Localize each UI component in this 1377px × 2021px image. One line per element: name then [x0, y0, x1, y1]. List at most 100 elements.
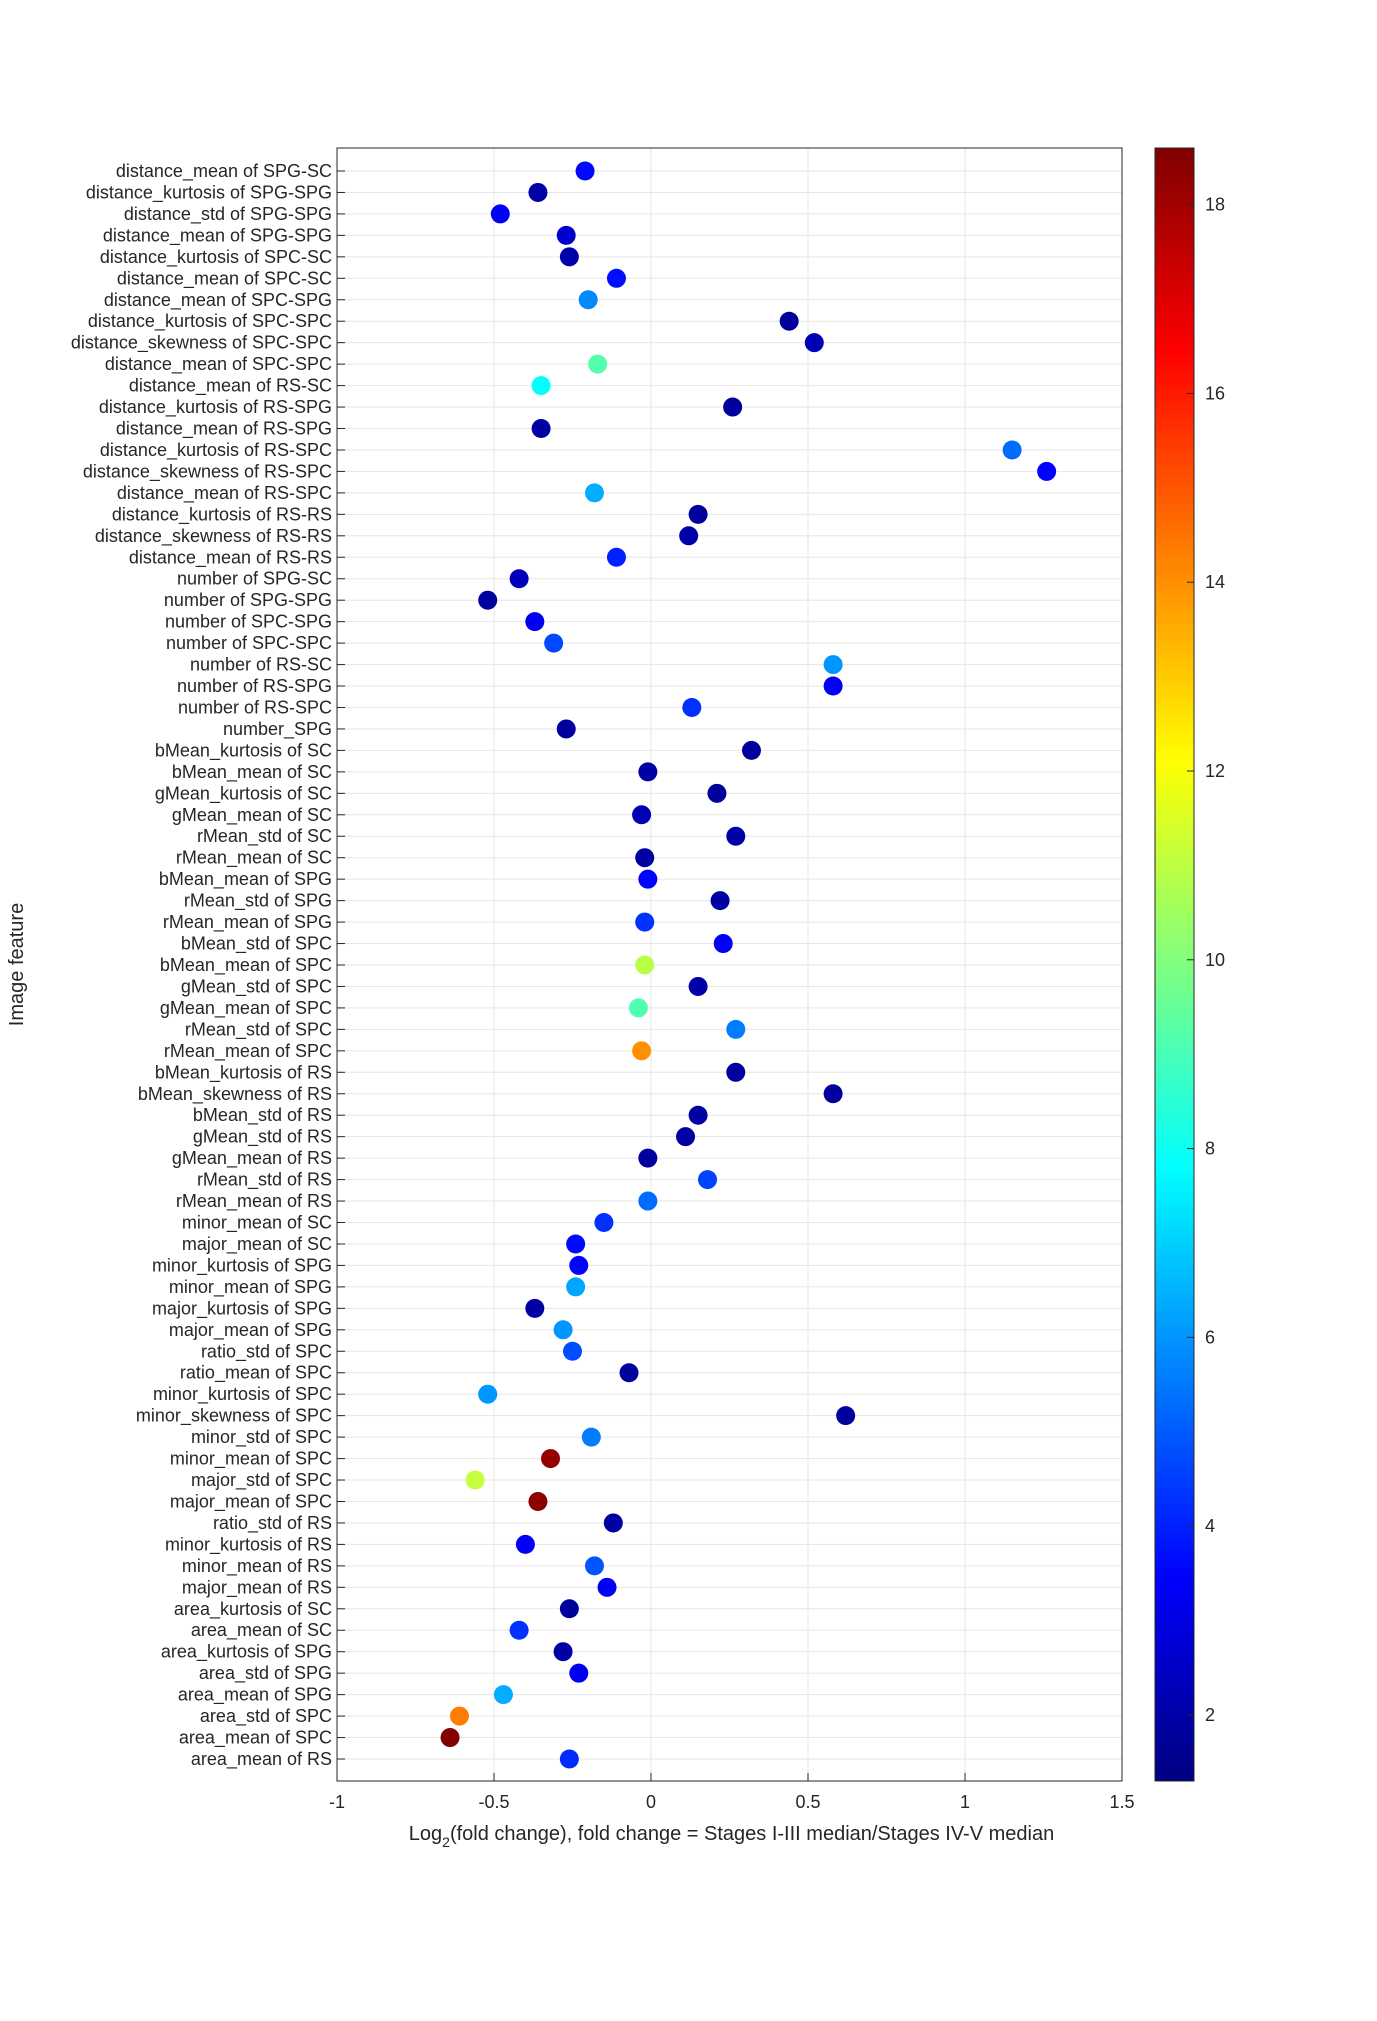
y-tick-label: distance_skewness of RS-SPC — [83, 461, 332, 482]
data-point — [556, 719, 576, 739]
data-point — [823, 655, 843, 675]
data-point — [638, 1148, 658, 1168]
y-tick-label: distance_mean of SPC-SPC — [105, 354, 332, 375]
data-point — [465, 1470, 485, 1490]
colorbar-tick-label: 2 — [1205, 1705, 1215, 1725]
y-tick-label: minor_mean of SPG — [169, 1277, 332, 1298]
y-tick-label: rMean_mean of SPG — [163, 912, 332, 933]
data-point — [1002, 440, 1022, 460]
x-tick-label: 0.5 — [795, 1792, 820, 1812]
colorbar-tick-label: 8 — [1205, 1139, 1215, 1159]
data-point — [597, 1577, 617, 1597]
y-tick-label: bMean_std of SPC — [181, 934, 332, 955]
y-axis-tick-labels: distance_mean of SPG-SCdistance_kurtosis… — [71, 161, 345, 1770]
y-tick-label: bMean_mean of SC — [172, 762, 332, 783]
data-point — [531, 376, 551, 396]
data-point — [531, 419, 551, 439]
data-point — [559, 1599, 579, 1619]
data-point — [528, 182, 548, 202]
data-point — [528, 1491, 548, 1511]
data-point — [541, 1449, 561, 1469]
y-axis-label: Image feature — [6, 903, 28, 1026]
data-points — [440, 161, 1057, 1769]
data-point — [490, 204, 510, 224]
colorbar-ticks: 2 4 6 8 10 12 14 16 18 — [1187, 195, 1225, 1725]
data-point — [635, 955, 655, 975]
data-point — [635, 912, 655, 932]
y-tick-label: minor_mean of SPC — [170, 1449, 332, 1470]
y-tick-label: bMean_skewness of RS — [138, 1084, 332, 1105]
y-tick-label: area_mean of SPC — [179, 1728, 332, 1749]
data-point — [726, 1062, 746, 1082]
y-tick-label: bMean_mean of SPG — [159, 869, 332, 890]
colorbar — [1154, 147, 1195, 1782]
y-tick-label: rMean_std of SPG — [184, 891, 332, 912]
data-point — [713, 934, 733, 954]
y-tick-label: distance_kurtosis of SPC-SPC — [88, 311, 332, 332]
y-tick-label: minor_kurtosis of SPC — [153, 1384, 332, 1405]
data-point — [676, 1127, 696, 1147]
data-point — [569, 1663, 589, 1683]
y-tick-label: area_mean of SC — [191, 1620, 332, 1641]
data-point — [726, 826, 746, 846]
data-point — [559, 1749, 579, 1769]
y-tick-label: number of SPC-SPG — [165, 612, 332, 632]
data-point — [525, 1298, 545, 1318]
y-tick-label: number of RS-SPG — [177, 676, 332, 696]
data-point — [638, 1191, 658, 1211]
data-point — [594, 1213, 614, 1233]
y-tick-label: major_mean of SPG — [169, 1320, 332, 1341]
y-tick-label: bMean_kurtosis of SC — [155, 740, 332, 761]
data-point — [823, 676, 843, 696]
data-point — [635, 848, 655, 868]
data-point — [569, 1255, 589, 1275]
y-tick-label: bMean_std of RS — [193, 1105, 332, 1126]
x-axis-label-log: Log — [409, 1823, 442, 1845]
colorbar-tick-label: 14 — [1205, 572, 1225, 592]
x-axis-label-subscript: 2 — [442, 1834, 450, 1850]
y-tick-label: ratio_std of RS — [213, 1513, 332, 1534]
data-point — [638, 869, 658, 889]
data-point — [581, 1427, 601, 1447]
data-point — [584, 483, 604, 503]
y-tick-label: minor_std of SPC — [191, 1427, 332, 1448]
data-point — [1037, 461, 1057, 481]
data-point — [584, 1556, 604, 1576]
data-point — [632, 1041, 652, 1061]
data-point — [509, 569, 529, 589]
data-point — [723, 397, 743, 417]
y-tick-label: distance_mean of RS-SC — [129, 376, 332, 397]
y-tick-label: rMean_mean of SPC — [164, 1041, 332, 1062]
data-point — [575, 161, 595, 181]
y-tick-label: distance_skewness of SPC-SPC — [71, 333, 332, 354]
data-point — [688, 504, 708, 524]
data-point — [509, 1620, 529, 1640]
y-tick-label: gMean_mean of SPC — [160, 998, 332, 1019]
y-tick-label: bMean_kurtosis of RS — [155, 1062, 332, 1083]
x-axis-label-rest: (fold change), fold change = Stages I-II… — [450, 1823, 1054, 1845]
data-point — [515, 1534, 535, 1554]
y-tick-label: distance_kurtosis of RS-SPC — [100, 440, 332, 461]
y-tick-label: rMean_mean of SC — [176, 848, 332, 869]
data-point — [478, 590, 498, 610]
y-tick-label: area_mean of SPG — [178, 1685, 332, 1706]
y-tick-label: minor_mean of RS — [182, 1556, 332, 1577]
y-tick-label: distance_mean of RS-SPG — [116, 419, 332, 440]
y-tick-label: distance_skewness of RS-RS — [95, 526, 332, 547]
x-tick-label: -0.5 — [478, 1792, 509, 1812]
data-point — [566, 1277, 586, 1297]
y-tick-label: distance_mean of SPC-SC — [117, 268, 332, 289]
y-tick-label: distance_std of SPG-SPG — [124, 204, 332, 225]
y-tick-label: distance_kurtosis of SPC-SC — [100, 247, 332, 268]
data-point — [632, 805, 652, 825]
data-point — [544, 633, 564, 653]
y-tick-label: minor_kurtosis of RS — [165, 1534, 332, 1555]
colorbar-tick-label: 16 — [1205, 383, 1225, 403]
data-point — [449, 1706, 469, 1726]
data-point — [679, 526, 699, 546]
colorbar-tick-label: 10 — [1205, 950, 1225, 970]
x-tick-label: -1 — [329, 1792, 345, 1812]
data-point — [638, 762, 658, 782]
y-tick-label: rMean_std of SC — [197, 826, 332, 847]
